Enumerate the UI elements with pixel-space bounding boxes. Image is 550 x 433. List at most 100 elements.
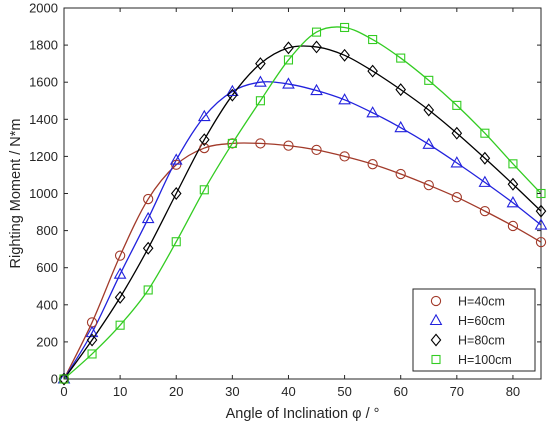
data-point [366, 106, 379, 118]
legend-marker [430, 333, 442, 347]
data-point [283, 140, 294, 151]
series-line-1 [63, 81, 542, 380]
legend-label: H=100cm [458, 353, 512, 367]
data-point [535, 236, 547, 248]
y-tick-label: 400 [36, 297, 58, 312]
data-point [338, 93, 351, 105]
x-tick-label: 50 [337, 384, 351, 399]
data-point [254, 75, 267, 87]
data-point [479, 205, 491, 217]
y-tick-label: 1800 [29, 38, 58, 53]
data-point [199, 142, 210, 154]
series-line-0 [63, 142, 542, 380]
data-point [535, 204, 547, 218]
data-point [311, 40, 322, 54]
y-tick-label: 1600 [29, 75, 58, 90]
data-point [113, 267, 127, 279]
data-point [310, 83, 323, 96]
data-point [451, 126, 463, 140]
data-point [87, 349, 97, 359]
data-point [115, 320, 125, 330]
y-tick-label: 1000 [29, 186, 58, 201]
data-point [227, 138, 237, 148]
x-tick-label: 30 [225, 384, 239, 399]
x-tick-label: 80 [506, 384, 520, 399]
data-point [506, 196, 520, 208]
data-point [395, 83, 407, 97]
data-point [197, 109, 211, 122]
x-tick-label: 20 [169, 384, 183, 399]
y-tick-label: 2000 [29, 1, 58, 16]
x-axis-ticks: 0 10 20 30 40 50 60 70 80 [60, 8, 520, 399]
legend-label: H=60cm [458, 314, 505, 328]
data-point [339, 48, 350, 62]
data-point [283, 41, 294, 55]
data-point [507, 177, 519, 191]
data-point [141, 211, 155, 224]
data-point [479, 151, 491, 165]
data-point [311, 144, 322, 156]
data-point [282, 77, 295, 89]
data-point [171, 159, 182, 170]
data-point [367, 159, 378, 170]
y-tick-label: 1400 [29, 112, 58, 127]
data-point [450, 156, 464, 168]
data-point [198, 133, 210, 147]
data-point [423, 103, 435, 117]
data-point [422, 137, 436, 149]
data-point [283, 55, 294, 65]
data-point [169, 153, 183, 165]
y-tick-label: 1200 [29, 149, 58, 164]
series-line-3 [63, 26, 542, 380]
data-point [368, 34, 378, 45]
data-point [199, 185, 209, 195]
legend-marker [431, 354, 441, 365]
legend: H=40cm H=60cm H=80cm H=100cm [412, 288, 536, 372]
legend-marker [430, 295, 442, 307]
data-point [396, 53, 406, 63]
data-point [58, 372, 70, 386]
data-point [85, 325, 99, 338]
data-point [226, 84, 239, 97]
data-point [143, 193, 154, 205]
data-point [507, 220, 519, 232]
data-point [534, 218, 548, 230]
y-tick-label: 200 [36, 334, 58, 349]
data-point [114, 290, 126, 304]
legend-label: H=80cm [458, 334, 505, 348]
data-point [142, 241, 154, 255]
y-axis-ticks: 0 200 400 600 800 1000 1200 1400 1600 1800 2000 [29, 1, 541, 387]
data-point [478, 175, 492, 187]
data-point [340, 22, 350, 33]
y-tick-label: 800 [36, 223, 58, 238]
legend-marker [429, 313, 443, 326]
data-point [451, 192, 462, 203]
series-markers [57, 22, 548, 386]
data-point [367, 64, 378, 78]
data-point [311, 27, 322, 37]
x-tick-label: 60 [393, 384, 407, 399]
data-point [508, 159, 518, 169]
data-point [480, 128, 490, 138]
data-point [143, 285, 153, 295]
data-point [423, 180, 434, 191]
data-point [170, 187, 182, 200]
x-tick-label: 40 [281, 384, 295, 399]
data-point [255, 138, 266, 149]
x-tick-label: 70 [450, 384, 464, 399]
x-axis-title: Angle of Inclination φ / ° [226, 406, 380, 422]
data-point [86, 333, 98, 347]
data-point [394, 120, 408, 133]
legend-box [412, 288, 536, 372]
x-tick-label: 10 [113, 384, 127, 399]
x-tick-label: 0 [60, 384, 67, 399]
data-point [227, 88, 238, 102]
data-point [339, 151, 350, 162]
data-point [227, 138, 238, 149]
data-point [424, 75, 434, 85]
data-point [452, 100, 462, 110]
y-tick-label: 0 [51, 372, 58, 387]
data-point [171, 237, 181, 247]
data-point [395, 168, 406, 180]
